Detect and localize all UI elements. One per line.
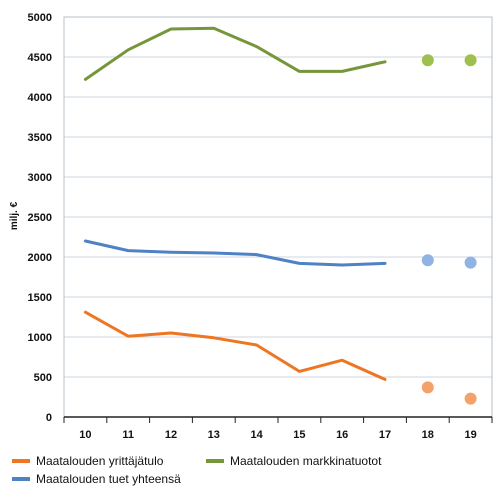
forecast-points (421, 54, 477, 405)
y-tick-label-5000: 5000 (28, 12, 52, 24)
legend-swatch-markkinatuotot (206, 459, 224, 463)
y-tick-label-2500: 2500 (28, 212, 52, 224)
legend-item-yrittajatulo[interactable]: Maatalouden yrittäjätulo (12, 454, 163, 468)
x-tick-label-19: 19 (464, 429, 476, 441)
forecast-point-2-19 (464, 256, 477, 269)
x-tick-label-12: 12 (165, 429, 177, 441)
legend-item-markkinatuotot[interactable]: Maatalouden markkinatuotot (206, 454, 381, 468)
legend-label-markkinatuotot: Maatalouden markkinatuotot (230, 454, 382, 468)
x-tick-label-10: 10 (79, 429, 91, 441)
legend-label-yrittajatulo: Maatalouden yrittäjätulo (36, 454, 164, 468)
forecast-point-0-18 (421, 381, 434, 394)
legend-swatch-yrittajatulo (12, 459, 30, 463)
y-tick-label-4500: 4500 (28, 52, 52, 64)
x-tick-label-15: 15 (293, 429, 305, 441)
y-tick-label-4000: 4000 (28, 92, 52, 104)
x-tick-label-11: 11 (122, 429, 134, 441)
series-line-1 (83, 26, 387, 81)
x-axis-ticks: 10 11 12 13 14 15 16 17 18 19 (63, 417, 493, 441)
y-tick-label-3500: 3500 (28, 132, 52, 144)
y-tick-label-2000: 2000 (28, 252, 52, 264)
y-tick-label-3000: 3000 (28, 172, 52, 184)
legend-item-tuet[interactable]: Maatalouden tuet yhteensä (12, 472, 181, 486)
y-tick-label-1500: 1500 (28, 292, 52, 304)
x-tick-label-18: 18 (422, 429, 434, 441)
x-tick-label-16: 16 (336, 429, 348, 441)
legend-label-tuet: Maatalouden tuet yhteensä (36, 472, 181, 486)
forecast-point-1-18 (421, 54, 434, 67)
y-axis-ticks: 0 500 1000 1500 2000 2500 3000 3500 4000 4500 5000 (28, 12, 52, 424)
forecast-point-0-19 (464, 392, 477, 405)
y-tick-label-1000: 1000 (28, 332, 52, 344)
x-tick-label-14: 14 (250, 429, 263, 441)
y-tick-label-500: 500 (34, 372, 52, 384)
x-tick-label-13: 13 (208, 429, 220, 441)
series-line-0 (83, 310, 387, 381)
y-tick-label-0: 0 (46, 412, 52, 424)
series-line-2 (83, 239, 387, 267)
series-lines (83, 26, 387, 381)
line-chart: 0 500 1000 1500 2000 2500 3000 3500 4000 4500 5000… (9, 12, 493, 441)
forecast-point-2-18 (421, 254, 434, 267)
y-axis-label: milj. € (9, 201, 20, 230)
x-tick-label-17: 17 (379, 429, 391, 441)
legend-swatch-tuet (12, 477, 30, 481)
forecast-point-1-19 (464, 54, 477, 67)
gridlines (64, 16, 492, 378)
